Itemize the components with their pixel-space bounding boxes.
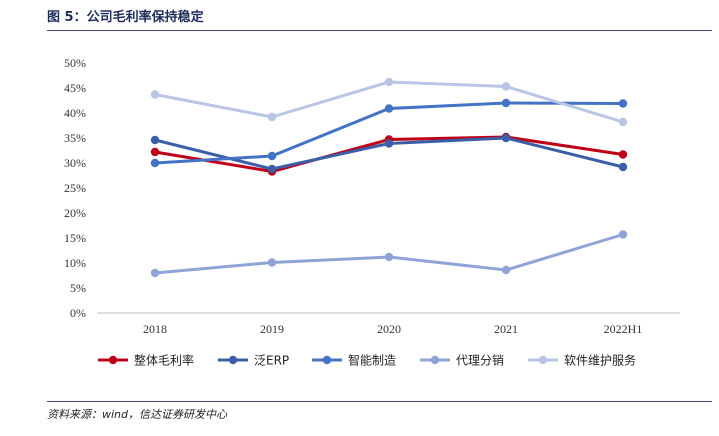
data-point bbox=[267, 112, 277, 122]
data-point bbox=[267, 258, 277, 267]
y-tick-label: 20% bbox=[64, 206, 86, 220]
legend-swatch-marker bbox=[108, 355, 118, 365]
data-point bbox=[150, 135, 160, 145]
legend-swatch-marker bbox=[538, 355, 548, 365]
legend: 整体毛利率 泛ERP 智能制造 代理分销 软件维护服务 bbox=[98, 353, 636, 368]
x-tick-label: 2019 bbox=[260, 322, 284, 336]
data-point bbox=[618, 162, 628, 172]
data-point bbox=[618, 117, 628, 127]
data-point bbox=[384, 139, 394, 148]
y-tick-label: 10% bbox=[64, 256, 86, 270]
chart-title: 图 5：公司毛利率保持稳定 bbox=[47, 6, 712, 31]
data-point bbox=[150, 158, 160, 168]
data-point bbox=[384, 77, 394, 87]
x-tick-label: 2022H1 bbox=[604, 322, 643, 336]
y-tick-label: 30% bbox=[64, 156, 86, 170]
x-tick-label: 2020 bbox=[377, 322, 401, 336]
x-tick-label: 2018 bbox=[143, 322, 167, 336]
data-point bbox=[267, 164, 277, 174]
legend-swatch-marker bbox=[430, 355, 440, 365]
data-point bbox=[501, 133, 511, 143]
data-point bbox=[501, 98, 511, 108]
data-point bbox=[267, 151, 277, 161]
data-point bbox=[150, 268, 160, 278]
data-point bbox=[501, 265, 511, 275]
y-tick-label: 45% bbox=[64, 81, 86, 95]
data-point bbox=[150, 147, 160, 157]
line-chart: 0% 5% 10% 15% 20% 25% 30% 35% 40% 45% 50% 2018 2019 2… bbox=[64, 56, 680, 368]
y-tick-label: 0% bbox=[70, 306, 86, 320]
series-line-4 bbox=[154, 80, 624, 124]
y-tick-label: 50% bbox=[64, 56, 86, 70]
legend-label: 软件维护服务 bbox=[564, 353, 636, 368]
y-tick-label: 35% bbox=[64, 131, 86, 145]
legend-label: 泛ERP bbox=[254, 354, 289, 368]
source-note: 资料来源：wind，信达证券研发中心 bbox=[47, 401, 712, 430]
data-point bbox=[618, 150, 628, 159]
data-point bbox=[618, 99, 628, 108]
y-tick-label: 25% bbox=[64, 181, 86, 195]
data-point bbox=[384, 104, 394, 113]
data-point bbox=[618, 230, 628, 239]
legend-label: 代理分销 bbox=[456, 354, 504, 368]
axes: 0% 5% 10% 15% 20% 25% 30% 35% 40% 45% 50% 2018 2019 2… bbox=[64, 56, 680, 336]
y-tick-label: 5% bbox=[70, 281, 86, 295]
series-lines bbox=[150, 77, 628, 278]
data-point bbox=[384, 252, 394, 262]
legend-swatch-marker bbox=[228, 355, 238, 365]
legend-swatch-marker bbox=[322, 355, 332, 365]
legend-label: 整体毛利率 bbox=[134, 353, 194, 368]
data-point bbox=[150, 90, 160, 99]
x-tick-label: 2021 bbox=[494, 322, 518, 336]
chart-area: 0% 5% 10% 15% 20% 25% 30% 35% 40% 45% 50% 2018 2019 2… bbox=[0, 30, 719, 400]
data-point bbox=[501, 82, 511, 91]
y-tick-label: 15% bbox=[64, 231, 86, 245]
legend-label: 智能制造 bbox=[348, 353, 396, 368]
y-tick-label: 40% bbox=[64, 106, 86, 120]
